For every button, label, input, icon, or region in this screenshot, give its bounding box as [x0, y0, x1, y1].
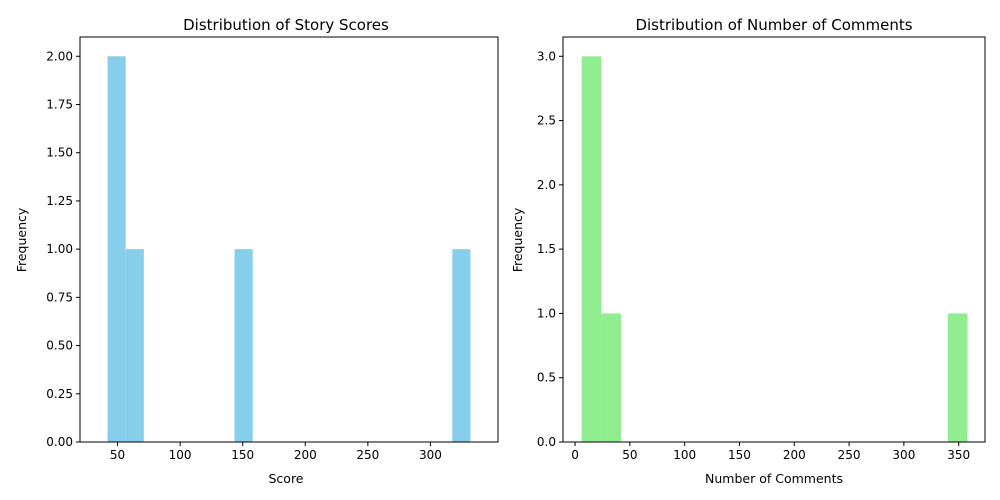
histogram-bars	[581, 56, 968, 443]
y-tick-label: 0.5	[537, 371, 556, 385]
chart-title: Distribution of Number of Comments	[635, 16, 912, 34]
x-tick-label: 50	[622, 448, 637, 462]
x-tick-label: 150	[231, 448, 254, 462]
histogram-bar	[125, 249, 144, 442]
x-axis-label: Number of Comments	[705, 471, 843, 486]
x-tick-label: 250	[356, 448, 379, 462]
histogram-bar	[601, 313, 622, 442]
x-tick-label: 50	[110, 448, 125, 462]
y-tick-label: 1.25	[46, 194, 73, 208]
score-histogram-panel: Distribution of Story Scores Score Frequ…	[14, 16, 499, 486]
y-tick-label: 1.00	[46, 242, 73, 256]
y-axis-label: Frequency	[510, 207, 525, 272]
y-axis-label: Frequency	[14, 207, 29, 272]
plot-frame	[562, 36, 986, 443]
y-tick-label: 1.0	[537, 306, 556, 320]
y-tick-label: 2.0	[537, 178, 556, 192]
x-tick-label: 0	[571, 448, 579, 462]
x-tick-label: 250	[838, 448, 861, 462]
histogram-bar	[107, 56, 126, 443]
x-axis-label: Score	[268, 471, 303, 486]
y-tick-label: 0.25	[46, 387, 73, 401]
histogram-bars	[107, 56, 471, 443]
y-tick-label: 2.5	[537, 114, 556, 128]
x-tick-label: 350	[947, 448, 970, 462]
x-tick-label: 150	[728, 448, 751, 462]
y-tick-label: 1.50	[46, 146, 73, 160]
x-tick-label: 200	[783, 448, 806, 462]
y-tick-label: 1.5	[537, 242, 556, 256]
x-tick-label: 300	[419, 448, 442, 462]
y-axis-ticks: 0.0 0.5 1.0 1.5 2.0 2.5 3.0	[537, 49, 563, 449]
x-tick-label: 100	[673, 448, 696, 462]
histogram-bar	[947, 313, 968, 442]
histogram-bar	[452, 249, 471, 442]
x-axis-ticks: 50 100 150 200 250 300	[110, 442, 442, 462]
y-tick-label: 1.75	[46, 98, 73, 112]
x-axis-ticks: 0 50 100 150 200 250 300 350	[571, 442, 970, 462]
x-tick-label: 300	[892, 448, 915, 462]
y-tick-label: 0.75	[46, 290, 73, 304]
x-tick-label: 200	[294, 448, 317, 462]
y-axis-ticks: 0.00 0.25 0.50 0.75 1.00 1.25 1.50 1.75 2.00	[46, 49, 80, 449]
plot-frame	[79, 36, 499, 443]
y-tick-label: 2.00	[46, 49, 73, 63]
y-tick-label: 0.50	[46, 339, 73, 353]
histogram-bar	[581, 56, 602, 443]
x-tick-label: 100	[169, 448, 192, 462]
comments-histogram-panel: Distribution of Number of Comments Numbe…	[510, 16, 986, 486]
y-tick-label: 3.0	[537, 49, 556, 63]
y-tick-label: 0.00	[46, 435, 73, 449]
y-tick-label: 0.0	[537, 435, 556, 449]
chart-title: Distribution of Story Scores	[183, 16, 389, 34]
histogram-bar	[234, 249, 253, 442]
